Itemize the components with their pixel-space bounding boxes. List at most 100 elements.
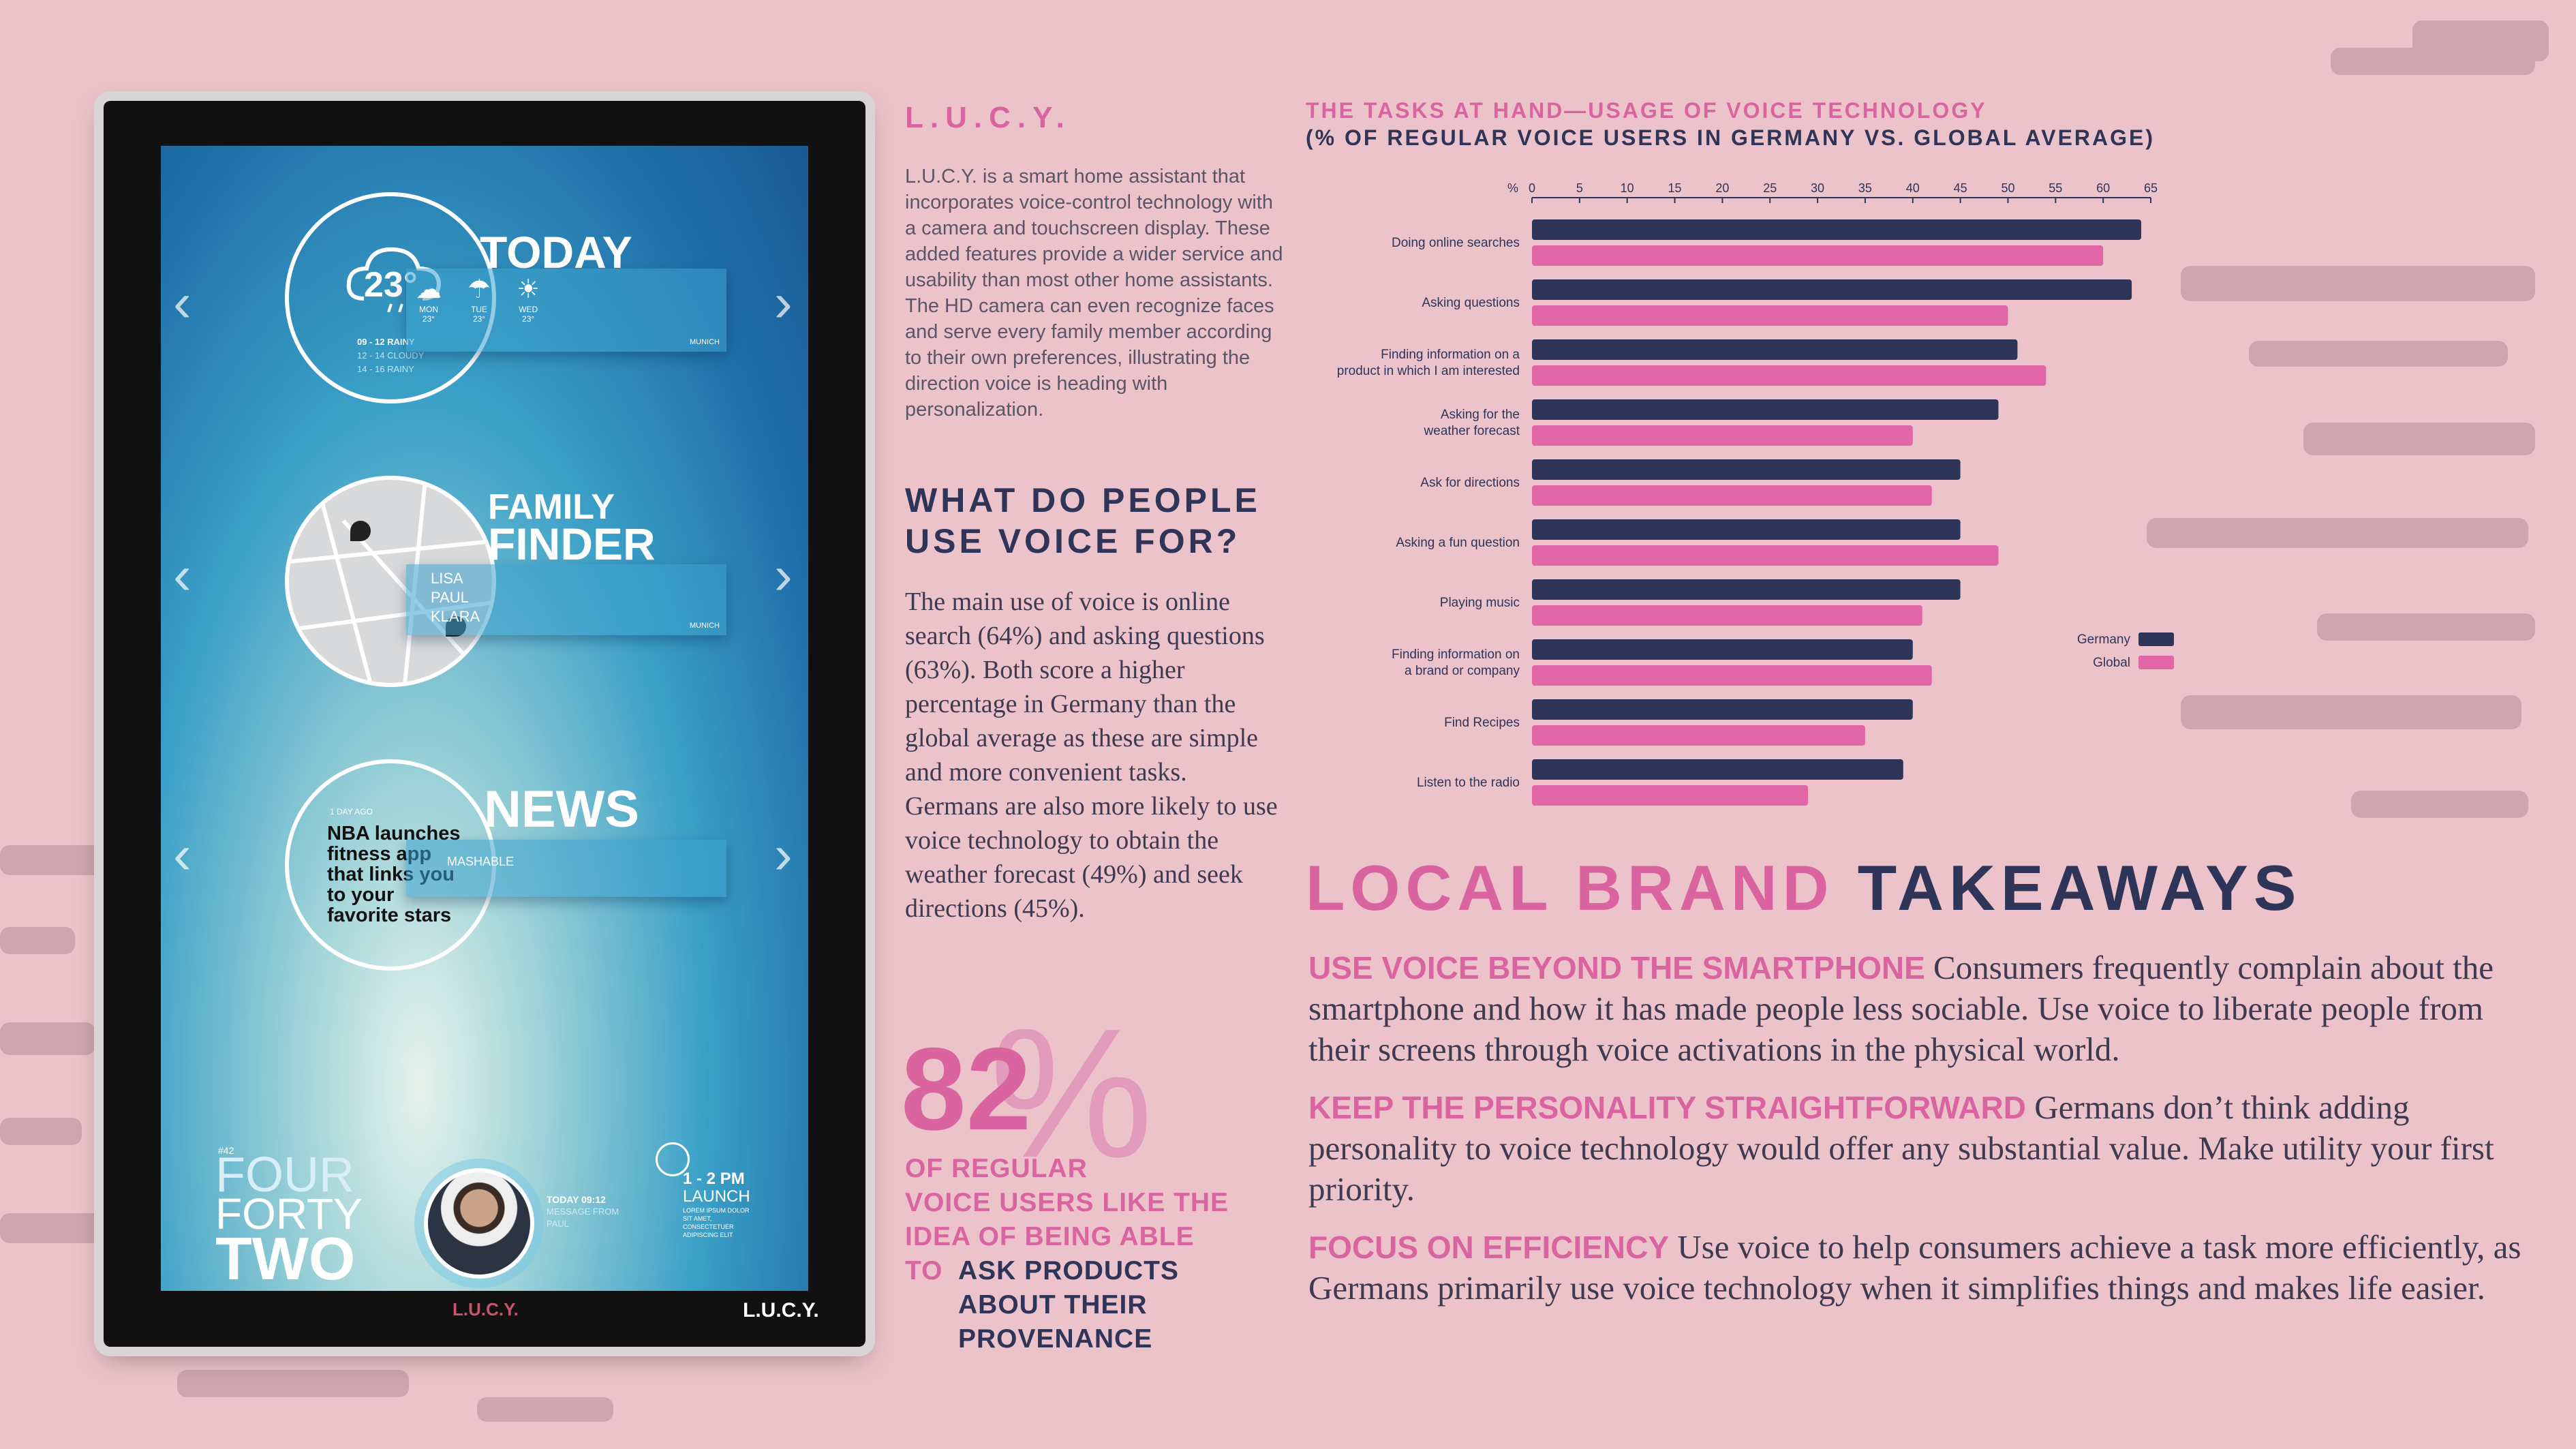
category-label: Finding information on a [1381, 348, 1520, 362]
weather-day-name: WED [517, 305, 540, 314]
weather-line-2: 12 - 14 CLOUDY [357, 350, 424, 361]
x-tick-label: 40 [1906, 181, 1920, 195]
weather-day: ☁ MON 23° [416, 274, 442, 324]
chevron-right-icon[interactable]: › [774, 548, 793, 603]
stat-line: OF REGULAR [905, 1152, 1229, 1186]
x-tick-label: 55 [2049, 181, 2062, 195]
category-label: Finding information on [1392, 647, 1520, 662]
stat-line-combo: TO ASK PRODUCTS [905, 1254, 1229, 1288]
category-label: weather forecast [1424, 424, 1520, 438]
stat-line: TO [905, 1254, 958, 1288]
question-title: WHAT DO PEOPLE USE VOICE FOR? [905, 480, 1314, 562]
bar-global [1532, 785, 1808, 806]
bar-germany [1532, 399, 1998, 420]
bar-germany [1532, 639, 1913, 660]
bar-global [1532, 305, 2008, 326]
x-tick-label: 20 [1715, 181, 1729, 195]
x-tick-label: 60 [2096, 181, 2110, 195]
takeaway-heading: USE VOICE BEYOND THE SMARTPHONE [1308, 950, 1925, 986]
weather-day-name: MON [416, 305, 442, 314]
weather-day: ☂ TUE 23° [467, 274, 491, 324]
event-time: 1 - 2 PM [683, 1170, 745, 1189]
x-tick-label: 35 [1858, 181, 1872, 195]
finder-panel: LISA PAUL KLARA MUNICH [406, 564, 726, 635]
stat-line-navy: ASK PRODUCTS [958, 1254, 1179, 1288]
lucy-description: L.U.C.Y. is a smart home assistant that … [905, 164, 1287, 423]
finder-member: PAUL [431, 589, 469, 607]
x-tick-label: 15 [1668, 181, 1682, 195]
x-tick-label: 0 [1529, 181, 1535, 195]
weather-day-temp: 23° [517, 314, 540, 324]
bar-germany [1532, 279, 2132, 300]
takeaway-heading: FOCUS ON EFFICIENCY [1308, 1230, 1669, 1265]
day-weather-icon: ☂ [467, 274, 491, 305]
takeaway-heading: KEEP THE PERSONALITY STRAIGHTFORWARD [1308, 1090, 2026, 1125]
x-tick-label: 50 [2001, 181, 2014, 195]
question-body: The main use of voice is online search (… [905, 585, 1287, 926]
x-tick-label: 30 [1811, 181, 1824, 195]
stat-line-navy: PROVENANCE [905, 1322, 1229, 1356]
stat-number: 82 [901, 1031, 1031, 1148]
weather-day-name: TUE [467, 305, 491, 314]
corner-brand: L.U.C.Y. [743, 1299, 819, 1322]
legend-swatch [2138, 632, 2174, 646]
message-line-1: TODAY 09:12 [547, 1194, 606, 1205]
stat-line: IDEA OF BEING ABLE [905, 1220, 1229, 1254]
chart-title: THE TASKS AT HAND—USAGE OF VOICE TECHNOL… [1306, 98, 1987, 123]
finder-heading-2: FINDER [488, 518, 656, 570]
chart-subtitle: (% OF REGULAR VOICE USERS IN GERMANY VS.… [1306, 125, 2155, 151]
smart-display-device: 23° 09 - 12 RAINY 12 - 14 CLOUDY 14 - 16… [104, 101, 865, 1347]
category-label: Asking for the [1441, 408, 1520, 422]
x-tick-label: 5 [1576, 181, 1583, 195]
bar-global [1532, 725, 1865, 746]
bar-global [1532, 605, 1922, 626]
chevron-right-icon[interactable]: › [774, 275, 793, 330]
category-label: Find Recipes [1444, 716, 1520, 730]
bar-global [1532, 425, 1913, 446]
category-label: Asking a fun question [1396, 536, 1520, 550]
event-title: LAUNCH [683, 1187, 750, 1206]
news-heading: NEWS [484, 780, 639, 839]
message-line-3: PAUL [547, 1219, 569, 1229]
clock-word-3: TWO [215, 1232, 355, 1285]
stat-caption: OF REGULAR VOICE USERS LIKE THE IDEA OF … [905, 1152, 1229, 1356]
usage-bar-chart: % 0 5 10 15 20 25 30 35 40 45 50 55 60 65 Doing online … [1306, 172, 2192, 826]
news-age: 1 DAY AGO [330, 807, 373, 817]
weather-day-temp: 23° [416, 314, 442, 324]
x-tick-label: 25 [1763, 181, 1777, 195]
message-line-2: MESSAGE FROM [547, 1206, 619, 1217]
weather-day-temp: 23° [467, 314, 491, 324]
category-label: Ask for directions [1420, 476, 1520, 490]
chevron-left-icon[interactable]: ‹ [173, 275, 191, 330]
takeaways-title-navy: TAKEAWAYS [1858, 852, 2302, 924]
news-source: MASHABLE [447, 855, 514, 869]
bar-germany [1532, 699, 1913, 720]
weather-panel: ☁ MON 23° ☂ TUE 23° ☀ WED 23° MUNICH [406, 269, 726, 352]
category-label: Asking questions [1422, 296, 1520, 310]
category-label: product in which I am interested [1337, 364, 1520, 378]
takeaway-item: FOCUS ON EFFICIENCY Use voice to help co… [1308, 1227, 2521, 1309]
x-tick-label: 45 [1954, 181, 1967, 195]
bar-germany [1532, 579, 1961, 600]
bar-global [1532, 365, 2046, 386]
event-note: LOREM IPSUM DOLOR SIT AMET, CONSECTETUER… [683, 1206, 751, 1239]
legend-label: Global [2093, 656, 2130, 670]
bar-global [1532, 545, 1998, 566]
day-weather-icon: ☁ [416, 274, 442, 305]
avatar[interactable] [424, 1168, 534, 1279]
bar-global [1532, 245, 2103, 266]
bar-global [1532, 665, 1932, 686]
chevron-left-icon[interactable]: ‹ [173, 827, 191, 882]
bezel-brand: L.U.C.Y. [453, 1299, 519, 1320]
map-pin-icon [350, 521, 371, 541]
legend-swatch [2138, 656, 2174, 669]
axis-unit-label: % [1507, 181, 1518, 195]
weather-days: ☁ MON 23° ☂ TUE 23° ☀ WED 23° [416, 274, 540, 324]
x-tick-label: 10 [1621, 181, 1634, 195]
finder-city: MUNICH [690, 622, 720, 630]
chevron-right-icon[interactable]: › [774, 827, 793, 882]
takeaways-title-pink: LOCAL BRAND [1306, 852, 1835, 924]
chevron-left-icon[interactable]: ‹ [173, 548, 191, 603]
takeaway-item: USE VOICE BEYOND THE SMARTPHONE Consumer… [1308, 947, 2521, 1070]
weather-city: MUNICH [690, 338, 720, 346]
